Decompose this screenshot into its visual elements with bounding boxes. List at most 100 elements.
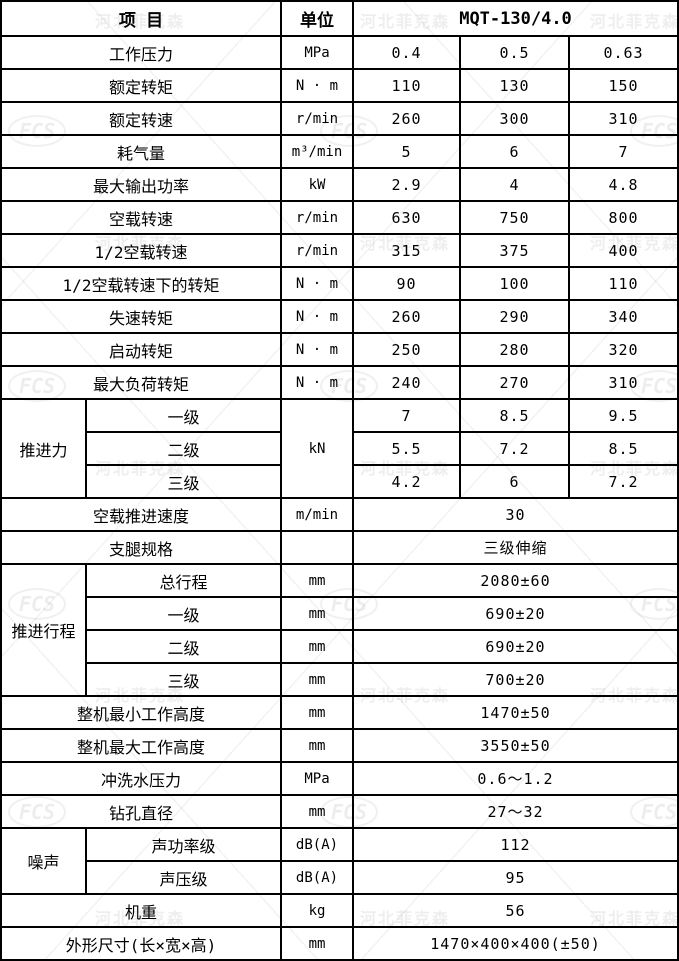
sub-item-cell: 三级	[85, 464, 282, 499]
unit-cell: m³/min	[280, 134, 354, 169]
sub-item-cell: 三级	[85, 662, 282, 697]
value-cell: 130	[459, 68, 570, 103]
table-row: 1/2空载转速下的转矩 N · m 90 100 110	[0, 266, 679, 301]
table-row: 整机最大工作高度 mm 3550±50	[0, 728, 679, 763]
value-cell: 6	[459, 134, 570, 169]
value-cell: 7.2	[568, 464, 679, 499]
item-cell: 空载转速	[0, 200, 282, 235]
spec-table-body: 工作压力 MPa 0.4 0.5 0.63 额定转矩 N · m 110 130 150 额定转速 r…	[0, 35, 679, 961]
table-row: 钻孔直径 mm 27～32	[0, 794, 679, 829]
value-cell: 100	[459, 266, 570, 301]
item-cell: 1/2空载转速	[0, 233, 282, 268]
value-cell: 690±20	[352, 596, 679, 631]
sub-item-cell: 声功率级	[85, 827, 282, 862]
item-cell: 钻孔直径	[0, 794, 282, 829]
table-row: 最大输出功率 kW 2.9 4 4.8	[0, 167, 679, 202]
item-cell: 冲洗水压力	[0, 761, 282, 796]
item-cell: 最大负荷转矩	[0, 365, 282, 400]
value-cell: 320	[568, 332, 679, 367]
unit-cell: N · m	[280, 68, 354, 103]
table-row: 1/2空载转速 r/min 315 375 400	[0, 233, 679, 268]
item-cell: 启动转矩	[0, 332, 282, 367]
value-cell: 27～32	[352, 794, 679, 829]
value-cell: 0.63	[568, 35, 679, 70]
unit-cell: dB(A)	[280, 860, 354, 895]
unit-cell: MPa	[280, 35, 354, 70]
unit-cell: mm	[280, 629, 354, 664]
value-cell: 240	[352, 365, 461, 400]
table-row: 额定转矩 N · m 110 130 150	[0, 68, 679, 103]
value-cell: 3550±50	[352, 728, 679, 763]
item-cell: 额定转矩	[0, 68, 282, 103]
value-cell: 400	[568, 233, 679, 268]
value-cell: 260	[352, 101, 461, 136]
value-cell: 三级伸缩	[352, 530, 679, 565]
unit-cell: mm	[280, 563, 354, 598]
sub-item-cell: 总行程	[85, 563, 282, 598]
table-row: 一级 mm 690±20	[1, 596, 679, 631]
value-cell: 110	[352, 68, 461, 103]
table-row: 失速转矩 N · m 260 290 340	[0, 299, 679, 334]
table-row: 额定转速 r/min 260 300 310	[0, 101, 679, 136]
value-cell: 90	[352, 266, 461, 301]
unit-cell: r/min	[280, 101, 354, 136]
table-row: 冲洗水压力 MPa 0.6～1.2	[0, 761, 679, 796]
table-row: 二级 5.5 7.2 8.5	[1, 431, 679, 466]
unit-cell: N · m	[280, 365, 354, 400]
value-cell: 690±20	[352, 629, 679, 664]
unit-cell: r/min	[280, 200, 354, 235]
value-cell: 310	[568, 101, 679, 136]
unit-cell: MPa	[280, 761, 354, 796]
table-row: 启动转矩 N · m 250 280 320	[0, 332, 679, 367]
sub-item-cell: 二级	[85, 431, 282, 466]
header-model-label: MQT-130/4.0	[352, 0, 679, 37]
value-cell: 1470±50	[352, 695, 679, 730]
header-row: 项 目 单位 MQT-130/4.0	[0, 0, 679, 37]
unit-cell: mm	[280, 794, 354, 829]
value-cell: 0.6～1.2	[352, 761, 679, 796]
value-cell: 5	[352, 134, 461, 169]
item-cell: 整机最大工作高度	[0, 728, 282, 763]
unit-cell: mm	[280, 926, 354, 961]
sub-item-cell: 一级	[85, 596, 282, 631]
table-row: 推进力 一级 kN 7 8.5 9.5	[0, 398, 679, 499]
group-cell: 推进力	[0, 398, 87, 499]
sub-item-cell: 二级	[85, 629, 282, 664]
item-cell: 外形尺寸(长×宽×高)	[0, 926, 282, 961]
unit-cell: N · m	[280, 299, 354, 334]
value-cell: 630	[352, 200, 461, 235]
value-cell: 0.5	[459, 35, 570, 70]
sub-item-cell: 声压级	[85, 860, 282, 895]
value-cell: 95	[352, 860, 679, 895]
table-row: 声压级 dB(A) 95	[1, 860, 679, 895]
table-row: 耗气量 m³/min 5 6 7	[0, 134, 679, 169]
unit-cell: mm	[280, 596, 354, 631]
unit-cell	[280, 530, 354, 565]
unit-cell: N · m	[280, 266, 354, 301]
value-cell: 9.5	[568, 398, 679, 433]
value-cell: 6	[459, 464, 570, 499]
value-cell: 800	[568, 200, 679, 235]
table-row: 支腿规格 三级伸缩	[0, 530, 679, 565]
value-cell: 112	[352, 827, 679, 862]
group-cell: 推进行程	[0, 563, 87, 697]
unit-cell: N · m	[280, 332, 354, 367]
value-cell: 30	[352, 497, 679, 532]
value-cell: 250	[352, 332, 461, 367]
value-cell: 2080±60	[352, 563, 679, 598]
table-row: 空载转速 r/min 630 750 800	[0, 200, 679, 235]
table-row: 整机最小工作高度 mm 1470±50	[0, 695, 679, 730]
value-cell: 375	[459, 233, 570, 268]
table-row: 噪声 声功率级 dB(A) 112	[0, 827, 679, 895]
value-cell: 700±20	[352, 662, 679, 697]
unit-cell: kN	[280, 398, 354, 499]
unit-cell: kW	[280, 167, 354, 202]
unit-cell: mm	[280, 695, 354, 730]
value-cell: 4.2	[352, 464, 461, 499]
value-cell: 110	[568, 266, 679, 301]
unit-cell: mm	[280, 662, 354, 697]
value-cell: 4	[459, 167, 570, 202]
value-cell: 340	[568, 299, 679, 334]
header-unit-label: 单位	[280, 0, 354, 37]
